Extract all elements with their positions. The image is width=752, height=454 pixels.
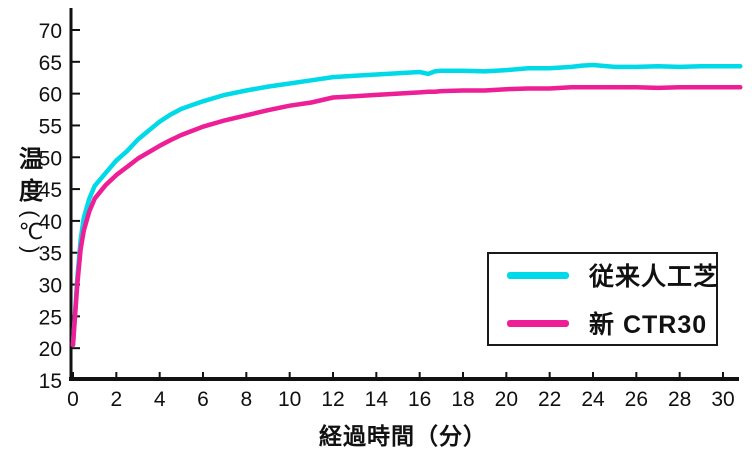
x-tick-label: 26 <box>625 388 648 411</box>
y-tick-label: 20 <box>39 338 62 361</box>
x-tick-label: 10 <box>278 388 301 411</box>
y-tick-label: 40 <box>39 211 62 234</box>
y-axis-title: 温 度 ( ℃ ) <box>14 144 48 257</box>
legend-item-new-ctr30: 新 CTR30 <box>507 305 716 341</box>
y-axis-unit: ℃ <box>18 218 44 244</box>
legend: 従来人工芝 新 CTR30 <box>487 252 718 346</box>
y-tick-label: 65 <box>39 52 62 75</box>
x-tick-label: 18 <box>451 388 474 411</box>
y-axis-unit-paren-open: ( <box>18 210 44 218</box>
y-axis-unit-paren-close: ) <box>18 246 44 254</box>
y-tick-label: 60 <box>39 84 62 107</box>
y-tick-label: 30 <box>39 275 62 298</box>
legend-swatch-conventional-artificial-turf <box>507 271 569 279</box>
x-tick-label: 6 <box>197 388 209 411</box>
y-tick-label: 55 <box>39 115 62 138</box>
y-tick-label: 50 <box>39 147 62 170</box>
y-axis-title-char: 温 <box>19 146 43 173</box>
legend-item-conventional-artificial-turf: 従来人工芝 <box>507 257 720 293</box>
y-tick-label: 35 <box>39 243 62 266</box>
x-tick-label: 0 <box>67 388 79 411</box>
x-tick-label: 24 <box>581 388 605 411</box>
y-tick-label: 45 <box>39 179 62 202</box>
x-tick-label: 4 <box>154 388 166 411</box>
legend-label: 従来人工芝 <box>589 263 720 291</box>
legend-label: 新 CTR30 <box>589 311 708 339</box>
x-tick-label: 2 <box>110 388 122 411</box>
x-tick-label: 28 <box>668 388 691 411</box>
x-axis-title: 経過時間（分） <box>319 423 487 449</box>
y-axis-title-char: 度 <box>19 177 43 205</box>
x-tick-label: 14 <box>365 388 389 411</box>
x-tick-label: 20 <box>495 388 518 411</box>
x-tick-label: 22 <box>538 388 561 411</box>
series-line-conventional-artificial-turf <box>70 62 743 348</box>
x-tick-label: 30 <box>711 388 734 411</box>
y-tick-label: 15 <box>39 370 62 393</box>
series-line-new-ctr30 <box>70 85 743 348</box>
legend-swatch-new-ctr30 <box>507 319 569 327</box>
y-tick-label: 25 <box>39 306 62 329</box>
x-tick-label: 16 <box>408 388 431 411</box>
x-tick-label: 12 <box>321 388 344 411</box>
y-tick-label: 70 <box>39 20 62 43</box>
x-tick-label: 8 <box>240 388 252 411</box>
